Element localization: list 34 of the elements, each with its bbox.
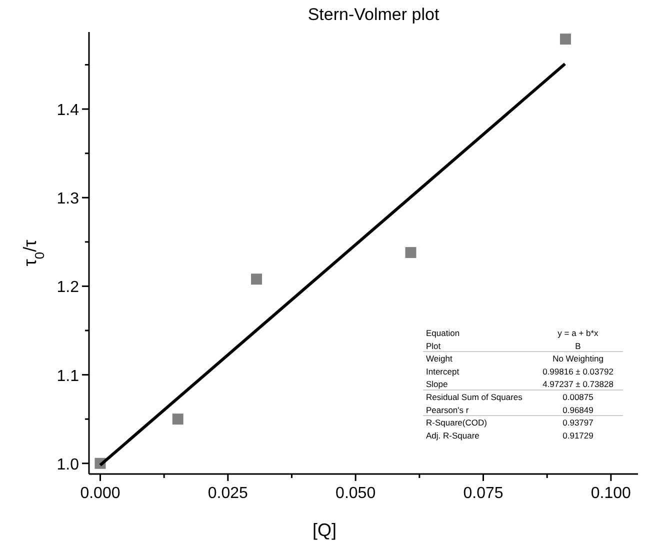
y-tick-label: 1.0	[56, 456, 80, 474]
chart-title: Stern-Volmer plot	[308, 5, 440, 24]
point	[172, 414, 184, 425]
x-tick-label: 0.050	[336, 485, 376, 502]
annotation: 0.93797	[562, 418, 594, 428]
point	[405, 247, 416, 258]
x-tick-label: 0.100	[590, 485, 632, 502]
annotation: Weight	[426, 354, 453, 364]
x-tick-label: 0.025	[208, 485, 248, 502]
annotation: Plot	[426, 340, 442, 351]
annotation: 4.97237 ± 0.73828	[542, 379, 614, 390]
annotation: 0.00875	[562, 392, 594, 402]
annotation: y = a + b*x	[558, 328, 600, 338]
annotation: B	[575, 340, 582, 351]
annotation: Equation	[426, 328, 460, 338]
y-tick-label: 1.3	[56, 190, 80, 208]
x-tick-label: 0.000	[80, 485, 120, 502]
y-tick-label: 1.2	[56, 279, 80, 296]
x-tick-label: 0.075	[463, 485, 504, 502]
annotation: Slope	[426, 379, 448, 390]
y-tick-label: 1.1	[56, 368, 80, 385]
point	[560, 34, 571, 45]
annotation: Intercept	[426, 366, 460, 376]
annotation: 0.91729	[562, 430, 594, 440]
annotation: 0.99816 ± 0.03792	[542, 366, 614, 376]
y-tick-label: 1.4	[56, 102, 80, 120]
annotation: 0.96849	[562, 404, 594, 415]
point	[251, 274, 262, 285]
annotation: Residual Sum of Squares	[426, 392, 522, 402]
annotation: No Weighting	[552, 354, 604, 364]
annotation: Pearson's r	[426, 404, 469, 415]
x-axis-title: [Q]	[312, 520, 337, 540]
annotation: R-Square(COD)	[426, 418, 488, 428]
annotation: Adj. R-Square	[426, 430, 480, 440]
